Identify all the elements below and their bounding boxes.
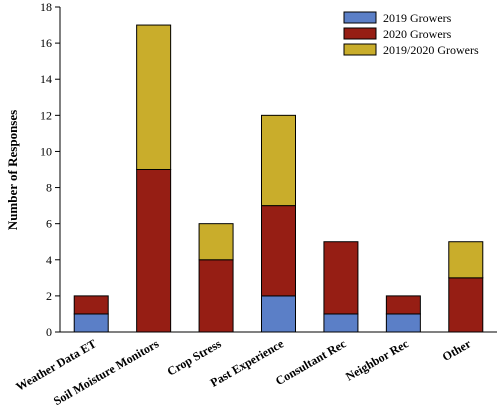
bar-3-7 [448, 241, 484, 279]
bar-2-3 [198, 259, 234, 333]
bar-1-5 [323, 313, 359, 333]
bar-3-3 [198, 223, 234, 261]
y-tick-label: 14 [40, 72, 52, 86]
y-axis: 0 2 4 6 8 10 12 14 16 18 [40, 0, 61, 339]
bar-1-6 [385, 313, 421, 333]
bar-2-5 [323, 241, 359, 315]
y-tick-label: 10 [40, 144, 52, 158]
y-tick-label: 4 [46, 253, 52, 267]
bar-3-2 [136, 24, 172, 170]
legend-label: 2019/2020 Growers [383, 43, 479, 57]
y-tick-label: 6 [46, 217, 52, 231]
bar-2-2 [136, 169, 172, 333]
y-tick-label: 0 [46, 325, 52, 339]
legend-label: 2020 Growers [383, 27, 452, 41]
y-tick-label: 8 [46, 181, 52, 195]
y-tick-label: 16 [40, 36, 52, 50]
bar-2-7 [448, 277, 484, 333]
x-tick-label: Neighbor Rec [343, 336, 411, 384]
bar-3-4 [261, 114, 296, 207]
x-tick-label: Consultant Rec [273, 336, 349, 388]
bar-2-6 [385, 295, 421, 315]
legend-swatch [343, 43, 377, 56]
x-tick-label: Soil Moisture Monitors [51, 336, 161, 408]
legend-label: 2019 Growers [383, 11, 452, 25]
bar-2-4 [261, 205, 296, 297]
bar-1-1 [73, 313, 109, 333]
bars-group [73, 24, 484, 333]
y-tick-label: 18 [40, 0, 52, 14]
y-tick-label: 2 [46, 289, 52, 303]
y-tick-label: 12 [40, 108, 52, 122]
y-axis-label: Number of Responses [5, 110, 20, 230]
x-tick-label: Other [440, 336, 474, 364]
x-tick-label: Crop Stress [165, 336, 224, 378]
legend-swatch [343, 11, 377, 24]
bar-2-1 [73, 295, 109, 315]
legend: 2019 Growers 2020 Growers 2019/2020 Grower… [343, 11, 479, 57]
bar-1-4 [261, 295, 296, 333]
legend-swatch [343, 27, 377, 40]
